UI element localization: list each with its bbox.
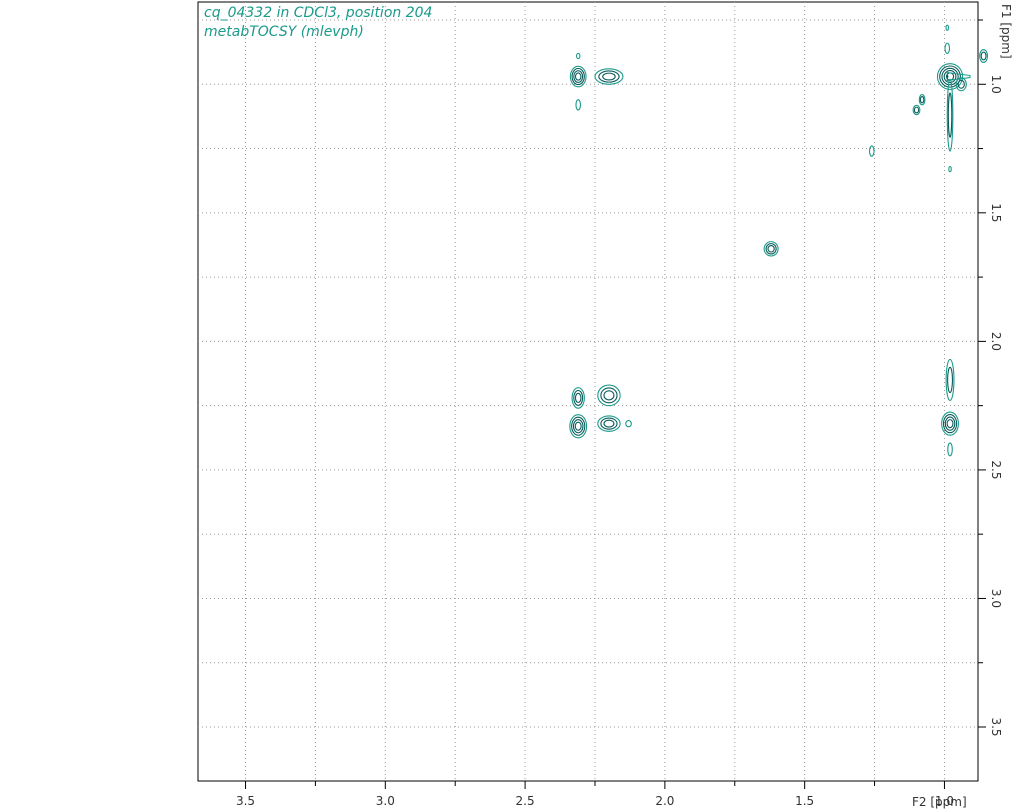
x-tick-label: 2.0 [655, 794, 674, 808]
contour-level [946, 419, 954, 429]
contour-level [625, 420, 632, 428]
y-tick-label: 2.5 [989, 460, 1003, 479]
contour-level [918, 94, 926, 106]
contour-level [944, 42, 951, 54]
contour-ridge-inner [946, 74, 949, 79]
contour-level [594, 68, 624, 85]
x-tick-label: 3.5 [236, 794, 255, 808]
contour-level [945, 358, 955, 402]
contour-level [573, 70, 584, 83]
contour-level [572, 419, 584, 434]
contour-peak [569, 414, 588, 439]
contour-level [569, 414, 588, 439]
contour-peak [597, 384, 621, 407]
contour-peak [571, 387, 585, 409]
contour-peak [918, 94, 926, 106]
contour-level [946, 78, 954, 152]
contour-level [947, 92, 953, 138]
contour-peak [955, 77, 967, 92]
y-tick-label: 2.0 [989, 332, 1003, 351]
contour-level [942, 414, 958, 434]
y-tick-label: 3.0 [989, 589, 1003, 608]
contour-level [765, 243, 777, 255]
contour-level [939, 65, 961, 88]
contour-level [573, 389, 584, 406]
x-tick-label: 2.5 [516, 794, 535, 808]
plot-frame [197, 1, 979, 782]
contour-peak [575, 99, 582, 111]
contour-level [574, 72, 582, 81]
contour-level [597, 384, 621, 407]
contour-level [598, 70, 620, 83]
y-tick-label: 1.5 [989, 203, 1003, 222]
chart-title-line-1: cq_04332 in CDCl3, position 204 [204, 5, 433, 21]
contour-level [602, 72, 616, 81]
contour-level [980, 51, 987, 61]
y-tick-label: 3.5 [989, 717, 1003, 736]
contour-peak [945, 24, 949, 31]
contour-level [913, 106, 920, 114]
contour-level [574, 392, 582, 404]
contour-peaks [569, 24, 989, 457]
contour-level [603, 390, 615, 401]
y-tick-label: 1.0 [989, 75, 1003, 94]
contour-level [571, 67, 585, 86]
contour-level [569, 65, 587, 88]
contour-level [574, 421, 582, 431]
contour-level [763, 241, 779, 257]
contour-level [575, 99, 582, 111]
x-tick-label: 1.5 [795, 794, 814, 808]
contour-level [575, 52, 581, 60]
contour-peak [594, 68, 624, 85]
f1-axis-label: F1 [ppm] [999, 4, 1013, 59]
contour-level [571, 387, 585, 409]
contour-level [979, 49, 989, 63]
contour-peak [945, 358, 955, 402]
contour-peak [597, 415, 621, 432]
contour-level [948, 165, 952, 173]
contour-level [919, 95, 925, 104]
contour-level [603, 419, 615, 428]
contour-level [947, 366, 954, 394]
f2-axis-label: F2 [ppm] [912, 795, 967, 809]
contour-peak [868, 145, 875, 157]
contour-level [945, 24, 949, 31]
contour-level [767, 245, 775, 253]
contour-peak [979, 49, 989, 63]
contour-peak [947, 442, 953, 457]
contour-peak [946, 78, 954, 152]
contour-level [947, 442, 953, 457]
contour-level [597, 415, 621, 432]
contour-level [571, 416, 586, 436]
contour-level [943, 70, 957, 84]
contour-peak [763, 241, 779, 257]
chart-title-line-2: metabTOCSY (mlevph) [204, 24, 364, 40]
contour-level [936, 63, 964, 90]
contour-peak [941, 411, 959, 436]
contour-level [600, 417, 618, 430]
contour-peak [575, 52, 581, 60]
contour-level [600, 387, 618, 404]
contour-level [868, 145, 875, 157]
x-tick-label: 1.0 [935, 794, 954, 808]
contour-peak [944, 42, 951, 54]
contour-level [912, 104, 921, 116]
x-tick-label: 3.0 [376, 794, 395, 808]
contour-peak [948, 165, 952, 173]
contour-level [941, 67, 959, 86]
f1-axis: 1.0 1.5 2.0 2.5 3.0 3.5 [978, 19, 1003, 737]
contour-level [944, 416, 956, 431]
contour-peak [569, 65, 587, 88]
contour-level [957, 79, 965, 89]
contour-level [941, 411, 959, 436]
contour-peak [625, 420, 632, 428]
contour-level [955, 77, 967, 92]
f2-axis: 3.5 3.0 2.5 2.0 1.5 1.0 [236, 781, 954, 808]
contour-peak [912, 104, 921, 116]
